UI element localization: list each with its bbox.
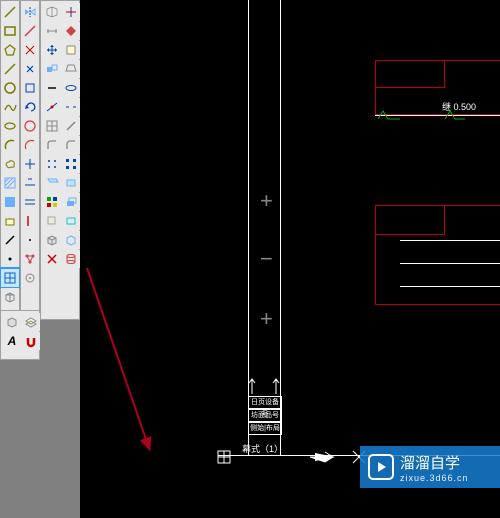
tool-break[interactable] <box>62 98 80 116</box>
tool-cut[interactable] <box>21 155 39 173</box>
tool-cube3[interactable] <box>3 313 21 331</box>
toolbar-draw <box>0 0 20 360</box>
toolbar-solid <box>40 0 80 320</box>
tool-extrude[interactable] <box>21 212 39 230</box>
tool-cyan[interactable] <box>62 212 80 230</box>
tool-3d[interactable] <box>1 288 19 306</box>
tool-ellipse[interactable] <box>1 117 19 135</box>
tool-dot[interactable] <box>21 231 39 249</box>
tool-cube2[interactable] <box>62 231 80 249</box>
box-mr-inner <box>375 205 445 235</box>
tool-cube[interactable] <box>43 231 61 249</box>
tool-line[interactable] <box>1 3 19 21</box>
tool-point[interactable] <box>1 250 19 268</box>
watermark-url: zixue.3d66.cn <box>400 473 469 483</box>
watermark-logo-icon <box>368 454 394 480</box>
tool-circle[interactable] <box>1 79 19 97</box>
tool-edge[interactable] <box>43 174 61 192</box>
tool-net[interactable] <box>21 250 39 268</box>
title-block-3: 侧始|布局 <box>248 422 282 435</box>
tool-mesh[interactable] <box>43 3 61 21</box>
tool-cpoint[interactable] <box>21 269 39 287</box>
tool-table[interactable] <box>1 269 19 287</box>
tool-magnet-icon[interactable] <box>22 332 40 350</box>
tool-fillet[interactable] <box>43 136 61 154</box>
tool-arc3[interactable] <box>21 136 39 154</box>
tool-isolate[interactable] <box>21 79 39 97</box>
tool-face[interactable] <box>62 174 80 192</box>
green-dim <box>375 108 500 122</box>
tool-move[interactable] <box>43 41 61 59</box>
tool-trim[interactable] <box>21 174 39 192</box>
tool-line-red[interactable] <box>21 22 39 40</box>
tool-polygon[interactable] <box>1 41 19 59</box>
hline-3 <box>400 286 500 287</box>
watermark-title: 溜溜自学 <box>400 452 469 473</box>
tool-diamond[interactable] <box>62 22 80 40</box>
title-block-1: 日页设备号 <box>248 396 282 409</box>
tool-region[interactable] <box>1 212 19 230</box>
title-block-2: 坊面品号 <box>248 409 282 422</box>
tool-layers[interactable] <box>22 313 40 331</box>
tool-dblline[interactable] <box>21 193 39 211</box>
tool-array[interactable] <box>43 155 61 173</box>
toolbar-view-small: A <box>0 310 40 360</box>
tool-array2[interactable] <box>62 155 80 173</box>
tool-axis[interactable] <box>62 3 80 21</box>
tool-del[interactable] <box>43 250 61 268</box>
tool-cyl[interactable] <box>62 250 80 268</box>
tool-seg[interactable] <box>43 98 61 116</box>
tool-neg[interactable] <box>43 79 61 97</box>
tool-rect[interactable] <box>1 22 19 40</box>
tool-revcloud[interactable] <box>1 155 19 173</box>
tool-grid[interactable] <box>43 117 61 135</box>
mark-minus: − <box>260 248 273 270</box>
hline-1 <box>400 240 500 241</box>
tool-pan-icon[interactable] <box>21 60 39 78</box>
tool-ext[interactable] <box>62 60 80 78</box>
tool-color[interactable] <box>43 193 61 211</box>
tool-rotate[interactable] <box>21 98 39 116</box>
tool-dimension[interactable] <box>43 22 61 40</box>
tool-insert[interactable] <box>43 60 61 78</box>
tool-arc[interactable] <box>1 60 19 78</box>
tool-block[interactable] <box>62 41 80 59</box>
tool-chamfer[interactable] <box>62 136 80 154</box>
mark-plus-1: + <box>260 190 273 212</box>
tool-text-a[interactable]: A <box>3 332 21 350</box>
tool-spline[interactable] <box>1 98 19 116</box>
tool-box2[interactable] <box>43 212 61 230</box>
tool-arc2[interactable] <box>1 136 19 154</box>
tool-rot3d[interactable] <box>62 79 80 97</box>
drawing-canvas[interactable]: 继 0.500 + − + 日页设备号 坊面品号 侧始|布局 幕式（1） <box>80 0 500 518</box>
box-tr-inner <box>375 60 445 88</box>
v-arrows <box>248 378 288 398</box>
annotation-arrow <box>86 268 150 448</box>
hline-2 <box>400 263 500 264</box>
mark-plus-2: + <box>260 308 273 330</box>
watermark: 溜溜自学 zixue.3d66.cn <box>360 446 500 488</box>
tool-x[interactable] <box>21 41 39 59</box>
dim-label: 继 0.500 <box>442 100 476 113</box>
tool-slash[interactable] <box>1 231 19 249</box>
tool-mirror[interactable] <box>21 3 39 21</box>
tool-stack[interactable] <box>62 193 80 211</box>
tool-slash2[interactable] <box>62 117 80 135</box>
tool-gradient[interactable] <box>1 193 19 211</box>
toolbar-modify <box>20 0 40 340</box>
tool-donut[interactable] <box>21 117 39 135</box>
tool-hatch[interactable] <box>1 174 19 192</box>
